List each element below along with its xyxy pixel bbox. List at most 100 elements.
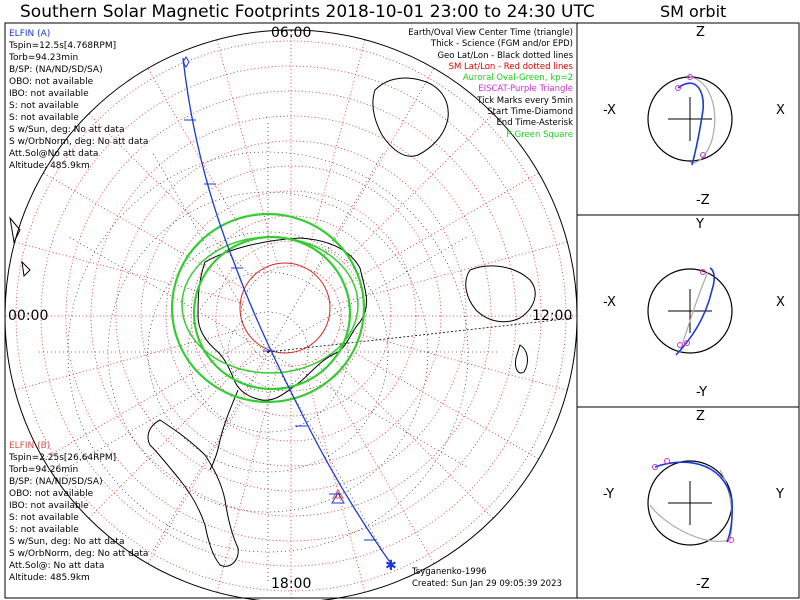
elfin-a-line: S w/OrbNorm, deg: No att data [9, 137, 149, 147]
elfin-b-line: Att.Sol@: No att data [9, 561, 105, 571]
coastline [209, 389, 239, 471]
elfin-b-line: S: not available [9, 525, 79, 535]
chart-title: Southern Solar Magnetic Footprints 2018-… [20, 2, 595, 22]
clock-label-18: 18:00 [271, 576, 312, 592]
legend-entry: Earth/Oval View Center Time (triangle) [408, 28, 573, 38]
coastline [372, 77, 449, 157]
auroral-oval-inner [192, 235, 352, 391]
elfin-a-line: Att.Sol@No att data [9, 149, 99, 159]
sm-lon-line [147, 359, 267, 564]
panel1-right-label: X [776, 103, 785, 118]
panel2-left-label: -X [603, 295, 616, 310]
panel2-bottom-label: -Y [696, 385, 708, 400]
sm-lon-line [216, 364, 279, 593]
orbit-marker [728, 537, 734, 543]
elfin-b-line: S w/OrbNorm, deg: No att data [9, 549, 149, 559]
credit: Tsyganenko-1996 Created: Sun Jan 29 09:0… [412, 566, 562, 590]
elfin-a-orbit-track [182, 57, 393, 566]
sm-orbit-panels [647, 74, 734, 546]
legend-entry: Auroral Oval-Green, kp=2 [462, 73, 573, 84]
elfin-a-orbit-view [677, 82, 704, 166]
panel1-left-label: -X [603, 103, 616, 118]
orbit-far-side [649, 469, 733, 542]
elfin-a-line: Torb=94.23min [9, 53, 79, 63]
elfin-a-header: ELFIN (A) [9, 29, 51, 39]
legend-entry: Geo Lat/Lon - Black dotted lines [437, 50, 573, 61]
geo-lon-line [267, 351, 384, 552]
orbit-marker [700, 152, 706, 158]
auroral-oval-mid [181, 236, 359, 374]
sm-lon-line [339, 241, 568, 304]
orbit-marker [687, 74, 693, 80]
legend: Earth/Oval View Center Time (triangle) T… [408, 28, 573, 141]
geo-lon-line [267, 236, 468, 353]
orbit-far-side [689, 76, 716, 164]
elfin-a-orbit-view [654, 461, 733, 543]
sm-orbit-title: SM orbit [660, 2, 727, 21]
sm-lon-line [303, 364, 366, 593]
coastline [197, 237, 368, 401]
geo-lon-line [152, 351, 269, 552]
sm-lon-line [339, 328, 568, 391]
orbit-marker [677, 342, 683, 348]
geo-lon-line [68, 236, 269, 353]
orbit-marker [700, 269, 706, 275]
elfin-a-track: ✱ [182, 56, 397, 574]
elfin-a-line: OBO: not available [9, 77, 94, 87]
coastline [515, 344, 528, 374]
legend-entry: Tick Marks every 5min [477, 95, 573, 106]
elfin-b-line: IBO: not available [9, 501, 89, 511]
clock-label-06: 06:00 [271, 25, 312, 41]
panel3-left-label: -Y [603, 487, 615, 502]
elfin-b-header: ELFIN (B) [9, 441, 51, 451]
sm-pole-circle [239, 262, 331, 354]
legend-entry: Thick - Science (FGM and/or EPD) [430, 39, 573, 50]
elfin-b-info: ELFIN (B) Tspin=2.25s[26.64RPM] Torb=94.… [9, 440, 148, 584]
sm-lon-line [303, 39, 366, 268]
orbit-marker [652, 464, 658, 470]
sm-lon-line [326, 351, 494, 519]
elfin-b-line: OBO: not available [9, 489, 94, 499]
elfin-a-info: ELFIN (A) Tspin=12.5s[4.768RPM] Torb=94.… [9, 28, 148, 172]
clock-label-12: 12:00 [532, 308, 573, 324]
geo-grid [4, 29, 578, 600]
elfin-a-line: S w/Sun, deg: No att data [9, 125, 125, 135]
elfin-b-triangle [332, 489, 344, 499]
start-diamond [182, 56, 190, 68]
panel2-right-label: X [776, 295, 785, 310]
auroral-oval [170, 212, 366, 404]
panel1-bottom-label: -Z [696, 193, 710, 208]
legend-entry: P-Green Square [506, 129, 573, 140]
elfin-b-line: Altitude: 485.9km [9, 573, 90, 583]
panel3-bottom-label: -Z [696, 577, 710, 592]
sm-lon-line [334, 340, 539, 460]
sm-grid [5, 30, 577, 600]
orbit-far-side [679, 271, 709, 353]
orbit-marker [664, 458, 670, 464]
legend-entry: EISCAT-Purple Triangle [478, 84, 573, 95]
elfin-a-line: Tspin=12.5s[4.768RPM] [9, 41, 117, 51]
panel3-top-label: Z [696, 409, 705, 424]
sm-lon-line [14, 328, 243, 391]
model-credit: Tsyganenko-1996 [412, 567, 487, 577]
elfin-a-orbit-view [675, 267, 715, 356]
sm-lon-line [43, 340, 248, 460]
elfin-a-line: S: not available [9, 113, 79, 123]
auroral-oval-outer [170, 212, 366, 404]
noon-meridian-line [267, 317, 575, 353]
elfin-b-line: Torb=94.26min [9, 465, 79, 475]
sm-lon-line [334, 172, 539, 292]
sm-lon-line [315, 359, 435, 564]
earth-outline [647, 268, 733, 354]
elfin-b-line: S w/Sun, deg: No att data [9, 537, 125, 547]
elfin-b-line: Tspin=2.25s[26.64RPM] [9, 453, 117, 463]
sm-lon-line [315, 68, 435, 273]
elfin-a-line: IBO: not available [9, 89, 89, 99]
panel2-top-label: Y [696, 217, 704, 232]
sm-lat-circle [115, 140, 467, 492]
panel1-top-label: Z [696, 25, 705, 40]
elfin-b-line: S: not available [9, 513, 79, 523]
outer-circle [4, 29, 578, 600]
end-asterisk: ✱ [385, 558, 397, 574]
